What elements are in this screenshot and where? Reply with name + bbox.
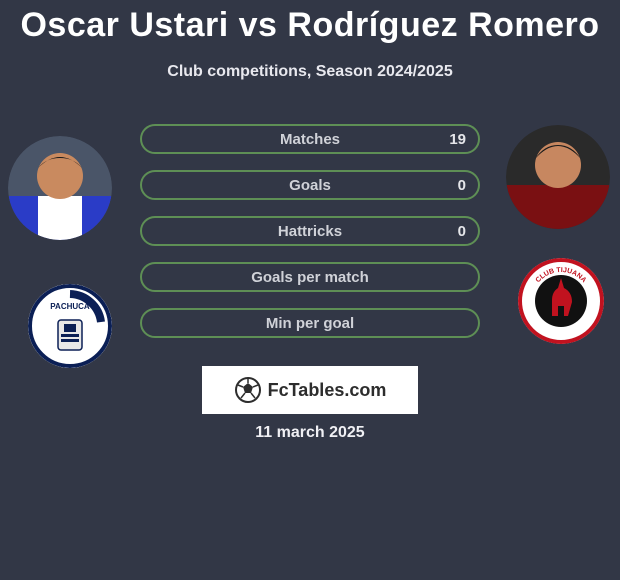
bar-label: Min per goal [266, 315, 354, 332]
bar-value: 0 [458, 177, 466, 194]
bar-value: 0 [458, 223, 466, 240]
bar-label: Goals [289, 177, 331, 194]
bar-hattricks: Hattricks 0 [140, 216, 480, 246]
brand-text: FcTables.com [268, 380, 387, 401]
bar-goals: Goals 0 [140, 170, 480, 200]
club-right-logo: CLUB TIJUANA [518, 258, 604, 344]
brand-box: FcTables.com [202, 366, 418, 414]
subtitle: Club competitions, Season 2024/2025 [0, 63, 620, 81]
bar-goals-per-match: Goals per match [140, 262, 480, 292]
soccer-ball-icon [234, 376, 262, 404]
bar-matches: Matches 19 [140, 124, 480, 154]
page-title: Oscar Ustari vs Rodríguez Romero [0, 0, 620, 45]
player-right-photo [506, 125, 610, 229]
bar-label: Hattricks [278, 223, 342, 240]
infographic-date: 11 march 2025 [0, 424, 620, 442]
bar-min-per-goal: Min per goal [140, 308, 480, 338]
svg-text:PACHUCA: PACHUCA [50, 302, 90, 311]
comparison-bars: Matches 19 Goals 0 Hattricks 0 Goals per… [140, 124, 480, 354]
bar-label: Goals per match [251, 269, 369, 286]
player-left-photo [8, 136, 112, 240]
bar-value: 19 [449, 131, 466, 148]
bar-label: Matches [280, 131, 340, 148]
club-left-logo: PACHUCA [28, 284, 112, 368]
